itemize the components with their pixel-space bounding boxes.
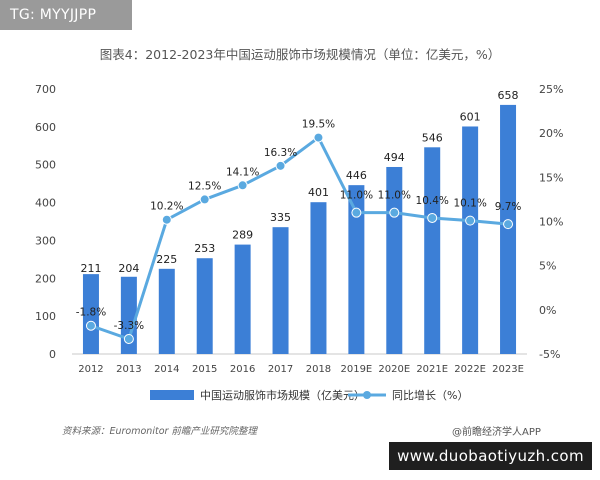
y-left-tick-label: 500 — [35, 159, 56, 172]
line-series — [85, 132, 514, 344]
x-tick-label: 2023E — [492, 364, 524, 375]
line-point — [275, 160, 286, 171]
y-right-tick-label: 5% — [539, 260, 556, 273]
legend-line-label: 同比增长（%） — [392, 388, 468, 402]
x-tick-label: 2017 — [268, 364, 293, 375]
combo-chart: 0 100 200 300 400 500 600 700 -5% 0% 5% 10% 15% 20% 25… — [35, 83, 563, 402]
brand-credit: @前瞻经济学人APP — [452, 427, 541, 438]
y-right-tick-label: 25% — [539, 83, 563, 96]
bar-value-label: 335 — [270, 211, 291, 224]
y-left-tick-label: 400 — [35, 197, 56, 210]
growth-line — [90, 136, 509, 341]
line-point — [503, 219, 514, 230]
bar-value-label: 446 — [346, 169, 367, 182]
legend-bar-label: 中国运动服饰市场规模（亿美元） — [200, 388, 365, 402]
y-right-tick-label: 10% — [539, 216, 563, 229]
line-point — [199, 194, 210, 205]
line-value-label: -1.8% — [76, 307, 106, 319]
y-left-tick-label: 700 — [35, 83, 56, 96]
x-tick-label: 2022E — [454, 364, 486, 375]
x-tick-label: 2018 — [306, 364, 331, 375]
bar-value-label: 204 — [118, 262, 139, 275]
bar — [272, 227, 289, 354]
line-point — [313, 132, 324, 143]
y-left-tick-label: 600 — [35, 121, 56, 134]
y-left-tick-label: 300 — [35, 234, 56, 247]
line-point — [237, 180, 248, 191]
legend: 中国运动服饰市场规模（亿美元） 同比增长（%） — [150, 388, 468, 402]
y-left-tick-label: 200 — [35, 272, 56, 285]
bar-value-label: 494 — [384, 151, 405, 164]
legend-bar-swatch — [150, 390, 194, 400]
bar — [120, 276, 137, 354]
line-point — [427, 212, 438, 223]
y-right-tick-label: 20% — [539, 127, 563, 140]
line-value-label: 11.0% — [340, 190, 373, 202]
data-labels: 211 204 225 253 289 335 401 446 494 546 601 658 -1.8… — [76, 89, 522, 332]
line-value-label: 14.1% — [226, 166, 259, 178]
line-point — [123, 333, 134, 344]
y-left-tick-label: 100 — [35, 310, 56, 323]
bar-value-label: 225 — [156, 253, 177, 266]
x-tick-label: 2012 — [78, 364, 103, 375]
bar-value-label: 546 — [422, 131, 443, 144]
bar — [82, 274, 99, 354]
line-value-label: -3.3% — [114, 320, 144, 332]
line-value-label: 9.7% — [495, 201, 522, 213]
bar — [196, 258, 213, 354]
bar — [234, 244, 251, 354]
bar-series — [82, 104, 517, 355]
line-value-label: 10.2% — [150, 201, 183, 213]
line-value-label: 12.5% — [188, 180, 221, 192]
bar-value-label: 658 — [498, 89, 519, 102]
x-tick-label: 2014 — [154, 364, 179, 375]
bar — [424, 147, 441, 354]
chart-axes: 0 100 200 300 400 500 600 700 -5% 0% 5% 10% 15% 20% 25… — [35, 83, 563, 375]
line-point — [389, 207, 400, 218]
line-value-label: 16.3% — [264, 147, 297, 159]
bar-value-label: 289 — [232, 229, 253, 242]
bar-value-label: 401 — [308, 186, 329, 199]
x-tick-label: 2019E — [340, 364, 372, 375]
x-tick-label: 2021E — [416, 364, 448, 375]
x-tick-label: 2013 — [116, 364, 141, 375]
bar-value-label: 601 — [460, 110, 481, 123]
y-left-tick-label: 0 — [49, 348, 56, 361]
line-point — [161, 214, 172, 225]
line-point — [351, 207, 362, 218]
legend-line-marker — [363, 391, 371, 399]
x-tick-label: 2015 — [192, 364, 217, 375]
bar — [158, 268, 175, 354]
line-point — [465, 215, 476, 226]
y-right-tick-label: 15% — [539, 171, 563, 184]
x-tick-label: 2020E — [378, 364, 410, 375]
bar-value-label: 211 — [80, 262, 101, 275]
bar — [348, 185, 365, 354]
chart-title: 图表4：2012-2023年中国运动服饰市场规模情况（单位：亿美元，%） — [99, 47, 501, 62]
y-right-tick-label: 0% — [539, 304, 556, 317]
y-right-tick-label: -5% — [539, 348, 560, 361]
x-tick-label: 2016 — [230, 364, 255, 375]
site-watermark: www.duobaotiyuzh.com — [389, 442, 592, 470]
bar — [310, 202, 327, 354]
tg-tag: TG: MYYJJPP — [0, 0, 132, 30]
bar — [462, 126, 479, 354]
bar — [500, 104, 517, 355]
line-point — [85, 320, 96, 331]
source-note: 资料来源：Euromonitor 前瞻产业研究院整理 — [62, 426, 257, 437]
line-value-label: 11.0% — [378, 190, 411, 202]
line-value-label: 10.4% — [416, 195, 449, 207]
line-value-label: 10.1% — [453, 198, 486, 210]
line-value-label: 19.5% — [302, 119, 335, 131]
bar-value-label: 253 — [194, 242, 215, 255]
